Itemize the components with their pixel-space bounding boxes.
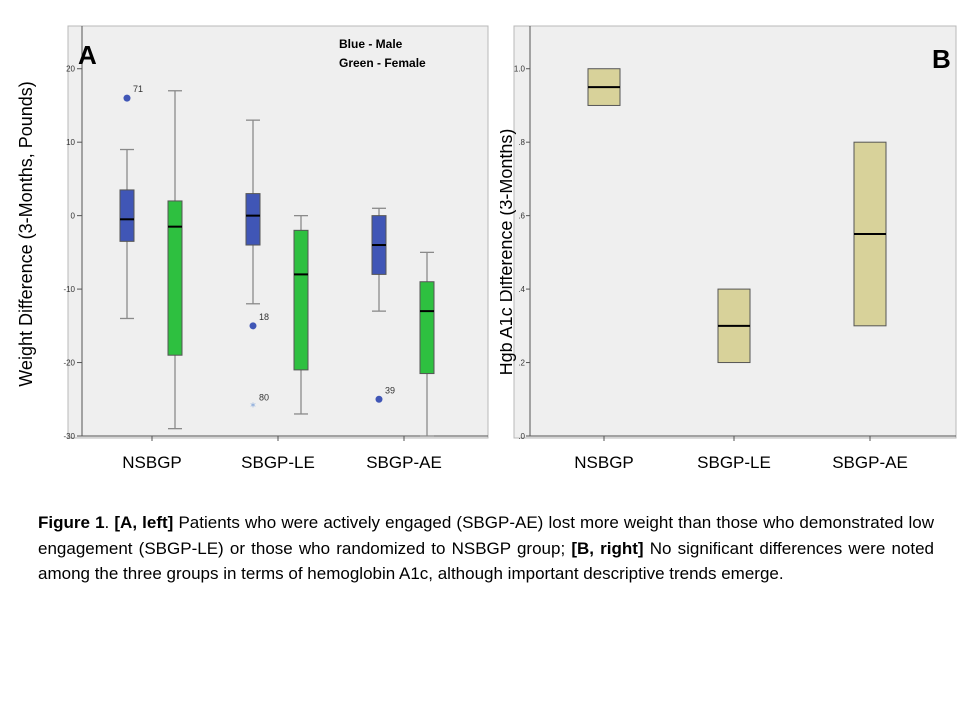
panel-letter-b: B [932,44,951,74]
caption-panel-b-text: No significant differences were noted am… [38,538,934,584]
y-tick-label: .0 [518,432,525,441]
outlier-point [123,94,131,102]
figure-caption: Figure 1. [A, left] Patients who were ac… [38,510,934,587]
panel-letter-a: A [78,40,97,70]
x-category-label: NSBGP [122,453,182,472]
y-tick-label: .8 [518,138,525,147]
y-axis-title: Hgb A1c Difference (3-Months) [500,129,516,376]
box-iqr [119,189,135,242]
figure-panels: 20 10 0 -10 -20 -30 NSBGP SBGP-LE SBGP-AE Weight … [12,22,960,488]
outlier-label: 71 [133,84,143,94]
y-tick-label: -20 [63,359,75,368]
caption-figure-label: Figure 1 [38,513,105,532]
x-category-label: SBGP-AE [832,453,908,472]
y-tick-label: 10 [66,138,75,147]
x-category-label: NSBGP [574,453,634,472]
box-iqr [167,200,183,356]
outlier-label: 80 [259,393,269,403]
y-tick-label: .2 [518,359,525,368]
panel-a-weight-boxplot: 20 10 0 -10 -20 -30 NSBGP SBGP-LE SBGP-AE Weight … [16,25,489,472]
y-tick-label: -10 [63,285,75,294]
y-tick-label: 20 [66,65,75,74]
caption-separator: . [104,513,115,532]
box-iqr [293,229,309,371]
x-category-label: SBGP-LE [697,453,771,472]
caption-panel-a-label: [A, left] [114,513,174,532]
outlier-label: 39 [385,385,395,395]
plot-area [513,25,957,439]
y-tick-label: .4 [518,285,525,294]
box-iqr [245,193,261,246]
outlier-star-marker: * [250,401,256,414]
y-tick-label: 1.0 [514,65,526,74]
y-tick-label: .6 [518,212,525,221]
x-category-label: SBGP-AE [366,453,442,472]
caption-panel-a-text: Patients who were actively engaged (SBGP… [38,513,935,558]
y-tick-label: -30 [63,432,75,441]
legend-entry: Blue - Male [339,37,403,51]
outlier-point [375,395,383,403]
plot-area [67,25,489,439]
outlier-label: 18 [259,312,269,322]
box-iqr [419,281,435,375]
x-category-label: SBGP-LE [241,453,315,472]
panel-b-hba1c-boxplot: 1.0 .8 .6 .4 .2 .0 NSBGP SBGP-LE SBGP-AE Hgb A1c … [500,25,957,472]
y-tick-label: 0 [71,212,76,221]
outlier-point [249,322,257,330]
caption-panel-b-label: [B, right] [571,538,644,558]
y-axis-title: Weight Difference (3-Months, Pounds) [16,81,36,386]
legend-entry: Green - Female [339,56,426,70]
